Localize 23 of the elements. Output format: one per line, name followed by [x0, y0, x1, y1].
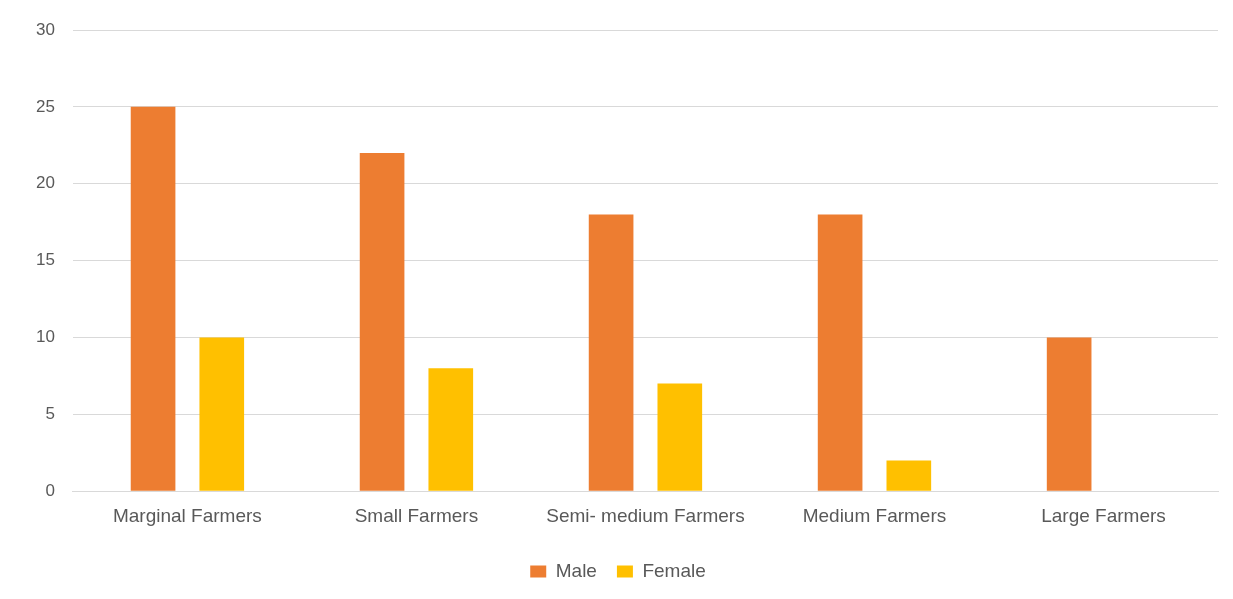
y-tick-label: 5: [45, 404, 55, 424]
legend-label: Female: [642, 559, 706, 581]
x-tick-label: Marginal Farmers: [112, 504, 262, 526]
x-tick-label: Small Farmers: [354, 504, 479, 526]
bar: [886, 460, 932, 491]
bar: [428, 368, 474, 491]
bar: [657, 383, 703, 491]
y-tick-label: 15: [35, 250, 55, 270]
bar: [199, 337, 245, 491]
bar: [359, 152, 405, 491]
y-tick-label: 30: [35, 19, 55, 39]
y-tick-label: 0: [45, 480, 55, 500]
y-tick-label: 20: [35, 173, 55, 193]
x-tick-label: Semi- medium Farmers: [546, 504, 745, 526]
legend-label: Male: [555, 559, 597, 581]
y-tick-label: 10: [35, 327, 55, 347]
x-tick-label: Large Farmers: [1041, 504, 1166, 526]
x-tick-label: Medium Farmers: [802, 504, 947, 526]
bar: [1046, 337, 1092, 491]
bar: [588, 214, 634, 491]
bar: [817, 214, 863, 491]
bar: [130, 106, 176, 491]
y-tick-label: 25: [35, 96, 55, 116]
